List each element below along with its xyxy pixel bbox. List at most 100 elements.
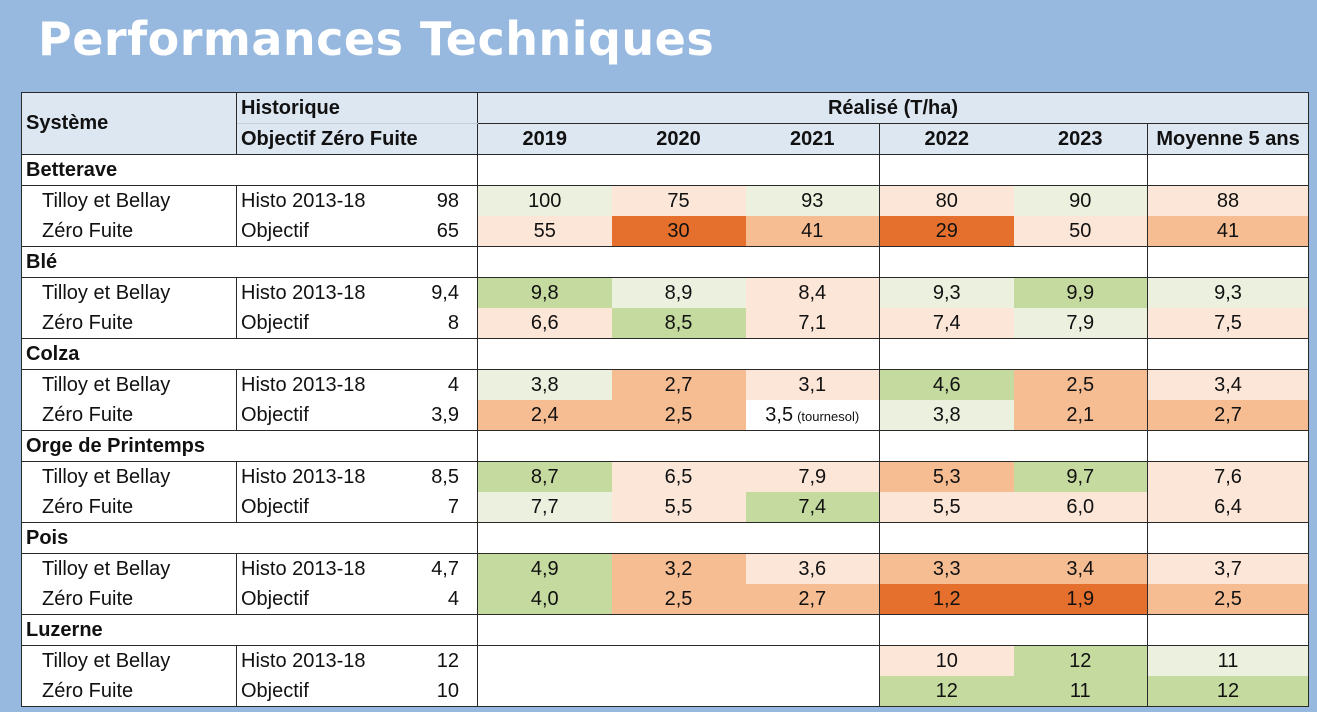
value-cell: 5,5 bbox=[879, 492, 1014, 523]
value-cell bbox=[611, 676, 746, 707]
value-cell: 93 bbox=[745, 185, 880, 216]
value-text: 55 bbox=[533, 219, 556, 242]
value-cell: 2,1 bbox=[1013, 400, 1148, 431]
empty-cell bbox=[477, 338, 612, 370]
empty-cell bbox=[611, 246, 746, 278]
header-systeme: Système bbox=[21, 92, 237, 155]
value-cell: 5,5 bbox=[611, 492, 746, 523]
reference-label: Objectif bbox=[236, 584, 373, 615]
value-text: 7,9 bbox=[798, 465, 827, 488]
value-text: 12 bbox=[1216, 679, 1240, 702]
crop-name: Colza bbox=[21, 338, 478, 370]
value-cell: 4,9 bbox=[477, 553, 612, 584]
value-text: 9,9 bbox=[1066, 281, 1095, 304]
value-text: 4,6 bbox=[932, 373, 961, 396]
value-cell: 8,9 bbox=[611, 277, 746, 308]
value-cell: 11 bbox=[1146, 645, 1310, 676]
value-cell: 2,7 bbox=[611, 369, 746, 400]
reference-value: 10 bbox=[372, 676, 478, 707]
value-text: 12 bbox=[1069, 649, 1092, 672]
system-label: Zéro Fuite bbox=[21, 584, 237, 615]
system-label: Zéro Fuite bbox=[21, 400, 237, 431]
value-text: 3,5 bbox=[765, 403, 794, 426]
value-cell: 2,5 bbox=[1146, 584, 1310, 615]
reference-value: 9,4 bbox=[431, 281, 459, 304]
value-text: 2,5 bbox=[1066, 373, 1095, 396]
value-text: 5,3 bbox=[932, 465, 961, 488]
value-text: 80 bbox=[935, 189, 958, 212]
value-text: 3,2 bbox=[664, 557, 693, 580]
table-body: Betterave Tilloy et Bellay Histo 2013-18 98… bbox=[21, 154, 1310, 707]
reference-label: Histo 2013-18 bbox=[241, 281, 366, 304]
value-text: 8,5 bbox=[664, 311, 693, 334]
reference-value: 4 bbox=[372, 584, 478, 615]
value-text: 2,5 bbox=[664, 587, 693, 610]
value-cell: 3,2 bbox=[611, 553, 746, 584]
value-text: 7,7 bbox=[530, 495, 559, 518]
value-cell: 3,7 bbox=[1146, 553, 1310, 584]
table-row: Tilloy et Bellay Histo 2013-18 12 10 12 11 bbox=[21, 645, 1310, 676]
value-cell: 6,0 bbox=[1013, 492, 1148, 523]
empty-cell bbox=[477, 246, 612, 278]
value-cell: 6,4 bbox=[1146, 492, 1310, 523]
value-cell: 41 bbox=[745, 216, 880, 247]
value-cell: 29 bbox=[879, 216, 1014, 247]
value-text: 41 bbox=[1216, 219, 1240, 242]
value-cell: 12 bbox=[879, 676, 1014, 707]
empty-cell bbox=[745, 614, 880, 646]
value-cell: 2,5 bbox=[611, 400, 746, 431]
value-cell: 55 bbox=[477, 216, 612, 247]
reference-value: 3,9 bbox=[372, 400, 478, 431]
value-cell: 50 bbox=[1013, 216, 1148, 247]
reference-value: 4 bbox=[447, 373, 459, 396]
performance-table: Système Historique Réalisé (T/ha) Object… bbox=[21, 92, 1310, 707]
empty-cell bbox=[879, 338, 1014, 370]
value-cell: 1,2 bbox=[879, 584, 1014, 615]
reference-label: Histo 2013-18 bbox=[241, 557, 366, 580]
crop-row: Blé bbox=[21, 246, 1310, 278]
value-cell: 75 bbox=[611, 185, 746, 216]
value-cell: 7,6 bbox=[1146, 461, 1310, 492]
empty-cell bbox=[1146, 522, 1310, 554]
value-text: 50 bbox=[1069, 219, 1092, 242]
value-text: 93 bbox=[801, 189, 824, 212]
value-cell: 9,8 bbox=[477, 277, 612, 308]
table-row: Zéro Fuite Objectif 8 6,6 8,5 7,1 7,4 7,9 7,5 bbox=[21, 308, 1310, 339]
empty-cell bbox=[745, 154, 880, 186]
value-cell: 3,8 bbox=[879, 400, 1014, 431]
crop-row: Luzerne bbox=[21, 614, 1310, 646]
value-cell: 12 bbox=[1146, 676, 1310, 707]
value-text: 4,0 bbox=[530, 587, 559, 610]
value-cell: 88 bbox=[1146, 185, 1310, 216]
value-text: 10 bbox=[935, 649, 958, 672]
table-row: Tilloy et Bellay Histo 2013-18 4,7 4,9 3,2 3,… bbox=[21, 553, 1310, 584]
empty-cell bbox=[1013, 338, 1148, 370]
system-label: Tilloy et Bellay bbox=[21, 645, 237, 676]
empty-cell bbox=[879, 430, 1014, 462]
reference-label: Histo 2013-18 bbox=[241, 649, 366, 672]
crop-name: Blé bbox=[21, 246, 478, 278]
value-cell: 7,4 bbox=[879, 308, 1014, 339]
header-year: 2020 bbox=[611, 123, 746, 155]
value-cell: 10 bbox=[879, 645, 1014, 676]
empty-cell bbox=[611, 614, 746, 646]
reference-label: Objectif bbox=[236, 676, 373, 707]
empty-cell bbox=[477, 154, 612, 186]
empty-cell bbox=[611, 154, 746, 186]
header-year: 2019 bbox=[477, 123, 612, 155]
reference-label: Histo 2013-18 bbox=[241, 189, 366, 212]
value-note: (tournesol) bbox=[797, 408, 860, 424]
reference-value: 4,7 bbox=[431, 557, 459, 580]
value-cell: 2,7 bbox=[1146, 400, 1310, 431]
crop-name: Betterave bbox=[21, 154, 478, 186]
value-text: 8,4 bbox=[798, 281, 827, 304]
value-text: 7,5 bbox=[1214, 311, 1242, 334]
header-year: 2023 bbox=[1013, 123, 1148, 155]
empty-cell bbox=[879, 246, 1014, 278]
empty-cell bbox=[1146, 430, 1310, 462]
empty-cell bbox=[1146, 154, 1310, 186]
empty-cell bbox=[1013, 154, 1148, 186]
header-historique: Historique bbox=[236, 92, 478, 124]
value-text: 30 bbox=[667, 219, 690, 242]
value-text: 1,9 bbox=[1066, 587, 1095, 610]
